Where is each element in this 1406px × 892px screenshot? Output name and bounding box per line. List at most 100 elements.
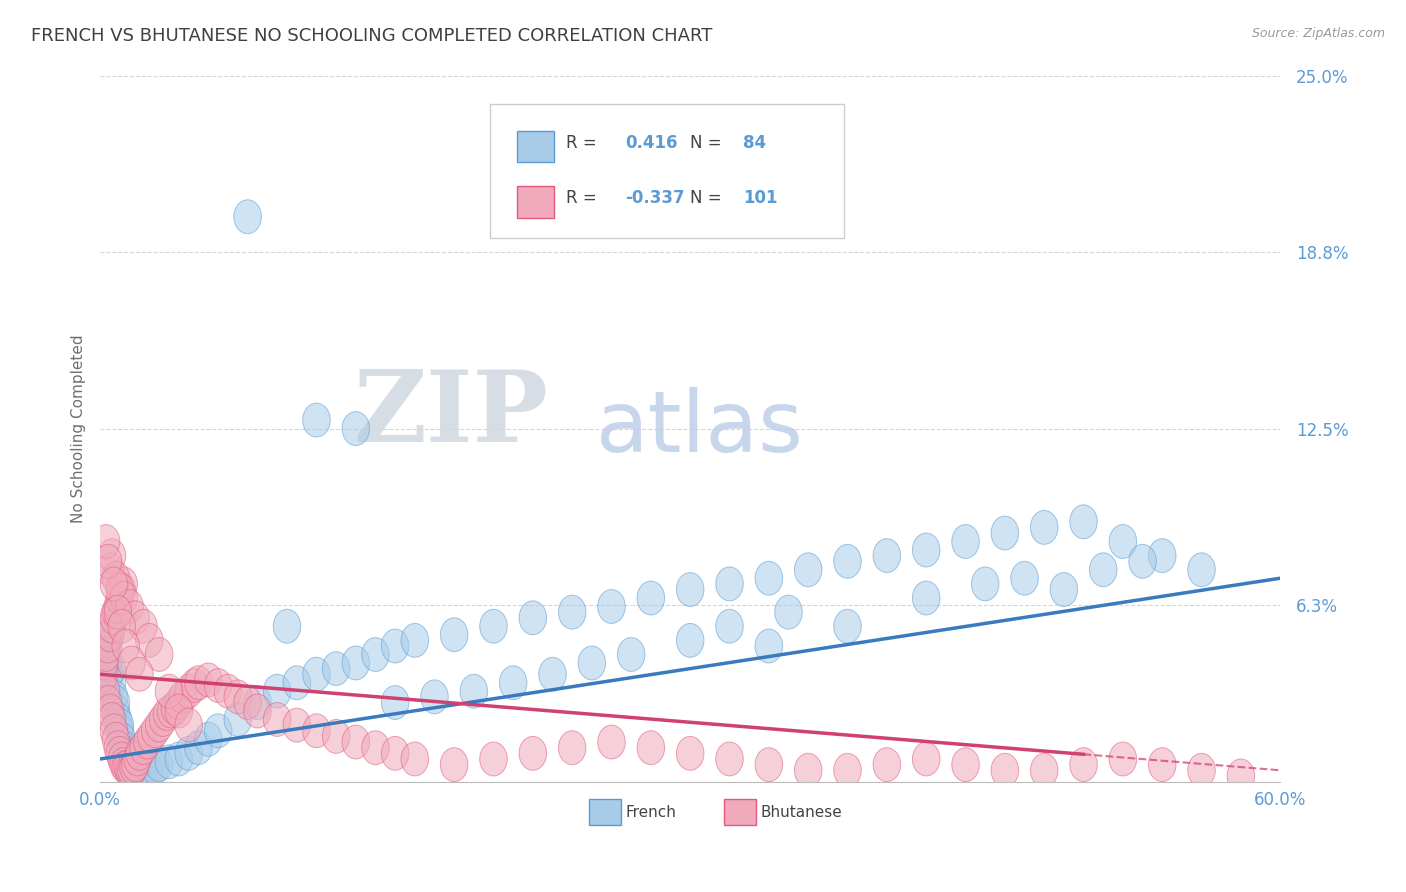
Ellipse shape <box>233 200 262 234</box>
Ellipse shape <box>420 680 449 714</box>
Ellipse shape <box>108 609 135 643</box>
Ellipse shape <box>135 754 163 788</box>
Ellipse shape <box>1011 561 1038 595</box>
Ellipse shape <box>676 737 704 771</box>
Ellipse shape <box>184 731 212 764</box>
Ellipse shape <box>129 756 157 790</box>
Text: French: French <box>626 805 676 820</box>
Ellipse shape <box>1109 524 1136 558</box>
Ellipse shape <box>834 754 862 788</box>
Ellipse shape <box>578 646 606 680</box>
Text: Source: ZipAtlas.com: Source: ZipAtlas.com <box>1251 27 1385 40</box>
Ellipse shape <box>145 638 173 672</box>
Ellipse shape <box>122 601 149 635</box>
Ellipse shape <box>112 629 139 663</box>
Ellipse shape <box>479 742 508 776</box>
Ellipse shape <box>174 708 202 742</box>
Ellipse shape <box>233 686 262 720</box>
Ellipse shape <box>105 714 134 747</box>
Ellipse shape <box>460 674 488 708</box>
Ellipse shape <box>124 742 152 776</box>
Ellipse shape <box>103 595 129 629</box>
Ellipse shape <box>519 737 547 771</box>
Ellipse shape <box>174 737 202 771</box>
Ellipse shape <box>145 708 173 742</box>
Ellipse shape <box>93 524 120 558</box>
FancyBboxPatch shape <box>589 798 620 824</box>
Ellipse shape <box>342 646 370 680</box>
Ellipse shape <box>96 657 124 691</box>
Ellipse shape <box>115 754 143 788</box>
Ellipse shape <box>381 686 409 720</box>
Ellipse shape <box>103 561 129 595</box>
Text: N =: N = <box>690 134 721 153</box>
Ellipse shape <box>224 680 252 714</box>
Text: 101: 101 <box>744 189 778 208</box>
Ellipse shape <box>100 567 128 601</box>
Ellipse shape <box>716 742 744 776</box>
Ellipse shape <box>283 708 311 742</box>
Ellipse shape <box>94 624 122 657</box>
Ellipse shape <box>873 539 901 573</box>
Ellipse shape <box>204 714 232 747</box>
Ellipse shape <box>873 747 901 781</box>
FancyBboxPatch shape <box>516 131 554 162</box>
Text: -0.337: -0.337 <box>626 189 685 208</box>
Ellipse shape <box>1188 553 1215 587</box>
Ellipse shape <box>558 731 586 764</box>
Ellipse shape <box>794 553 823 587</box>
Ellipse shape <box>174 674 202 708</box>
Ellipse shape <box>94 646 122 680</box>
Ellipse shape <box>110 731 138 764</box>
Ellipse shape <box>112 737 139 771</box>
Ellipse shape <box>165 742 193 776</box>
Ellipse shape <box>118 754 145 788</box>
Ellipse shape <box>103 694 129 728</box>
Ellipse shape <box>972 567 1000 601</box>
Ellipse shape <box>105 581 134 615</box>
Ellipse shape <box>115 590 143 624</box>
Ellipse shape <box>440 618 468 652</box>
Ellipse shape <box>194 663 222 697</box>
Ellipse shape <box>302 657 330 691</box>
Ellipse shape <box>273 609 301 643</box>
Ellipse shape <box>794 754 823 788</box>
Ellipse shape <box>322 720 350 754</box>
Ellipse shape <box>100 714 128 747</box>
Ellipse shape <box>499 665 527 699</box>
Ellipse shape <box>637 581 665 615</box>
Ellipse shape <box>125 756 153 790</box>
Ellipse shape <box>157 694 184 728</box>
Ellipse shape <box>96 618 124 652</box>
Ellipse shape <box>637 731 665 764</box>
Text: FRENCH VS BHUTANESE NO SCHOOLING COMPLETED CORRELATION CHART: FRENCH VS BHUTANESE NO SCHOOLING COMPLET… <box>31 27 713 45</box>
Ellipse shape <box>440 747 468 781</box>
Ellipse shape <box>283 665 311 699</box>
Ellipse shape <box>181 669 208 703</box>
Ellipse shape <box>381 737 409 771</box>
Ellipse shape <box>108 723 135 756</box>
Ellipse shape <box>519 601 547 635</box>
Ellipse shape <box>204 669 232 703</box>
Ellipse shape <box>401 624 429 657</box>
Ellipse shape <box>243 686 271 720</box>
Text: ZIP: ZIP <box>354 366 548 463</box>
Ellipse shape <box>1149 747 1175 781</box>
Ellipse shape <box>243 694 271 728</box>
Ellipse shape <box>125 737 153 771</box>
Ellipse shape <box>90 646 118 680</box>
Ellipse shape <box>214 674 242 708</box>
Text: R =: R = <box>567 189 602 208</box>
Ellipse shape <box>122 747 149 781</box>
Ellipse shape <box>100 680 128 714</box>
Ellipse shape <box>155 674 183 708</box>
Ellipse shape <box>1188 754 1215 788</box>
Ellipse shape <box>1129 544 1156 578</box>
Ellipse shape <box>479 609 508 643</box>
Ellipse shape <box>104 595 132 629</box>
Text: 0.416: 0.416 <box>626 134 678 153</box>
Ellipse shape <box>94 544 122 578</box>
Ellipse shape <box>103 723 129 756</box>
Ellipse shape <box>361 638 389 672</box>
Ellipse shape <box>169 680 197 714</box>
